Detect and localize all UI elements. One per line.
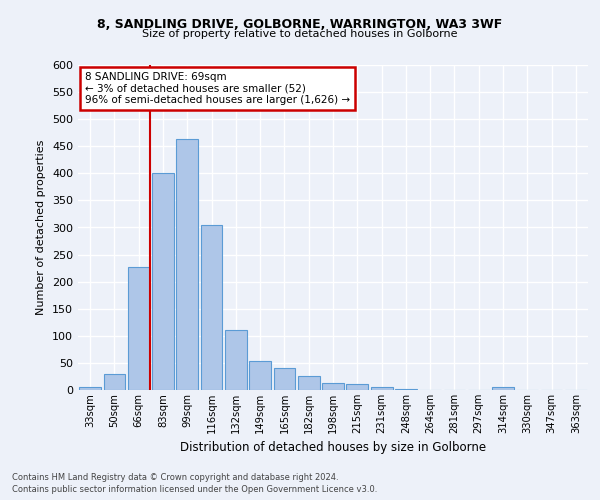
Bar (200, 225, 223, 390)
Bar (176, 139, 198, 390)
Bar (371, 388, 392, 390)
Bar (225, 330, 247, 390)
X-axis label: Distribution of detached houses by size in Golborne: Distribution of detached houses by size … (180, 442, 486, 454)
Text: Contains HM Land Registry data © Crown copyright and database right 2024.: Contains HM Land Registry data © Crown c… (12, 474, 338, 482)
Bar (298, 376, 320, 390)
Text: Size of property relative to detached houses in Golborne: Size of property relative to detached ho… (142, 29, 458, 39)
Text: Contains public sector information licensed under the Open Government Licence v3: Contains public sector information licen… (12, 485, 377, 494)
Text: 8, SANDLING DRIVE, GOLBORNE, WARRINGTON, WA3 3WF: 8, SANDLING DRIVE, GOLBORNE, WARRINGTON,… (97, 18, 503, 30)
Bar (274, 368, 295, 390)
Bar (79, 388, 101, 390)
Bar (492, 388, 514, 390)
Bar (249, 362, 271, 390)
Bar (128, 266, 149, 390)
Bar (152, 174, 174, 390)
Bar (346, 384, 368, 390)
Bar (104, 374, 125, 390)
Text: 8 SANDLING DRIVE: 69sqm
← 3% of detached houses are smaller (52)
96% of semi-det: 8 SANDLING DRIVE: 69sqm ← 3% of detached… (85, 72, 350, 105)
Bar (322, 383, 344, 390)
Y-axis label: Number of detached properties: Number of detached properties (37, 140, 46, 315)
